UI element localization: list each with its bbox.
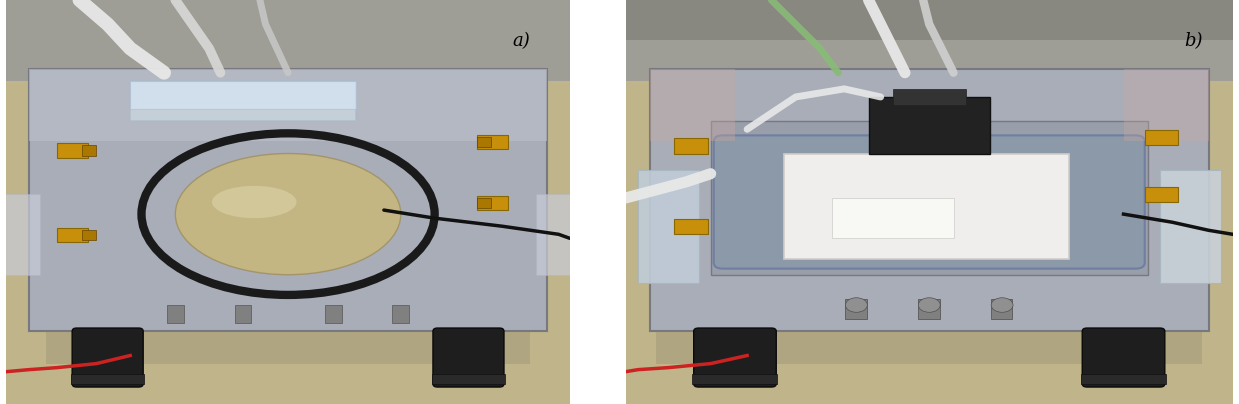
FancyBboxPatch shape [325,305,342,323]
FancyBboxPatch shape [477,137,491,147]
FancyBboxPatch shape [477,198,491,208]
FancyBboxPatch shape [650,69,735,141]
FancyBboxPatch shape [72,328,144,387]
Circle shape [845,298,867,312]
FancyBboxPatch shape [130,81,356,109]
FancyBboxPatch shape [674,138,707,154]
FancyBboxPatch shape [477,135,508,149]
FancyBboxPatch shape [393,305,409,323]
FancyBboxPatch shape [432,328,504,387]
FancyBboxPatch shape [1080,374,1166,384]
FancyBboxPatch shape [626,0,1233,40]
FancyBboxPatch shape [6,0,570,404]
FancyBboxPatch shape [82,230,97,240]
FancyBboxPatch shape [28,69,548,141]
FancyBboxPatch shape [1160,170,1220,283]
Ellipse shape [212,186,296,218]
FancyBboxPatch shape [869,97,990,154]
FancyBboxPatch shape [845,299,867,319]
FancyBboxPatch shape [694,328,777,387]
FancyBboxPatch shape [638,170,699,283]
FancyBboxPatch shape [626,0,1233,404]
FancyBboxPatch shape [432,374,506,384]
FancyBboxPatch shape [674,219,707,234]
FancyBboxPatch shape [783,154,1069,259]
FancyBboxPatch shape [28,69,548,331]
Ellipse shape [175,154,401,275]
FancyBboxPatch shape [130,81,356,121]
FancyBboxPatch shape [57,228,88,242]
FancyBboxPatch shape [650,69,1208,331]
FancyBboxPatch shape [918,299,939,319]
Circle shape [991,298,1014,312]
Circle shape [918,298,940,312]
FancyBboxPatch shape [1082,328,1165,387]
FancyBboxPatch shape [714,135,1145,269]
FancyBboxPatch shape [71,374,144,384]
FancyBboxPatch shape [0,194,40,275]
FancyBboxPatch shape [833,198,954,238]
FancyBboxPatch shape [991,299,1012,319]
Text: a): a) [513,32,530,50]
FancyBboxPatch shape [1124,69,1208,141]
FancyBboxPatch shape [46,323,530,364]
FancyBboxPatch shape [6,0,570,81]
FancyBboxPatch shape [693,374,778,384]
FancyBboxPatch shape [893,89,965,105]
FancyBboxPatch shape [57,143,88,158]
FancyBboxPatch shape [626,0,1233,81]
FancyBboxPatch shape [234,305,252,323]
Text: b): b) [1184,32,1203,50]
FancyBboxPatch shape [82,145,97,156]
FancyBboxPatch shape [536,194,576,275]
FancyBboxPatch shape [477,196,508,210]
FancyBboxPatch shape [657,323,1203,364]
FancyBboxPatch shape [1145,130,1178,145]
FancyBboxPatch shape [711,121,1147,275]
FancyBboxPatch shape [1145,187,1178,202]
FancyBboxPatch shape [167,305,183,323]
